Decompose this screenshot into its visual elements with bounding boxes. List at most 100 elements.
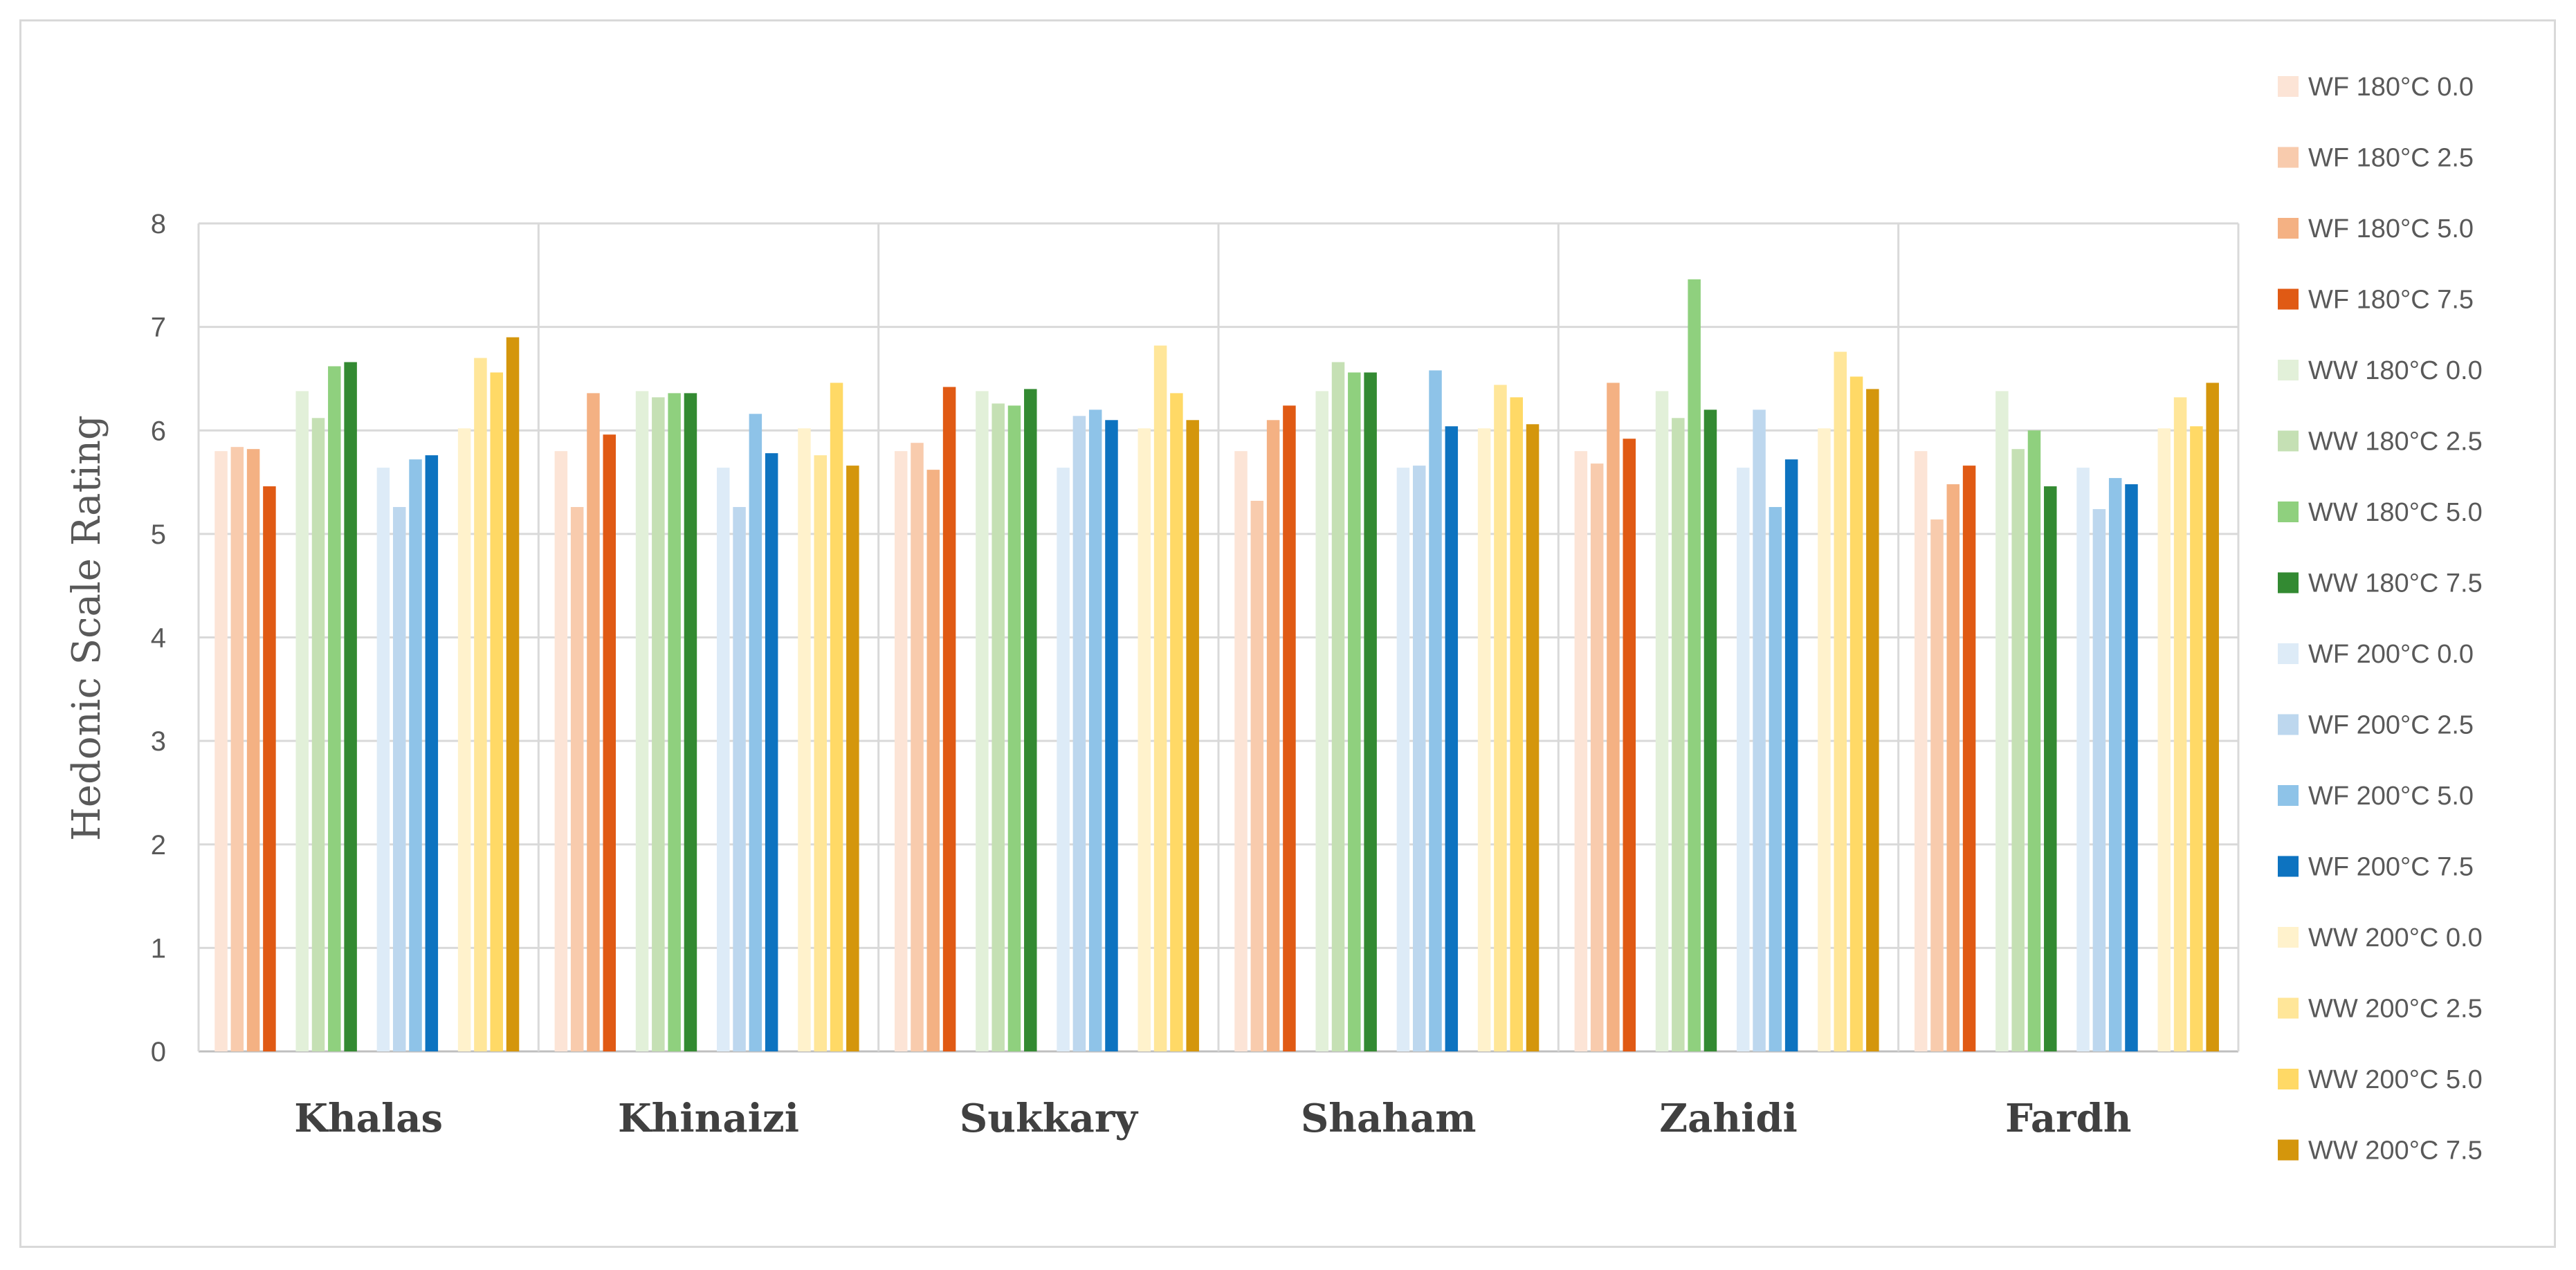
bar-khalas-series-7 [344, 362, 357, 1051]
legend-swatch [2278, 856, 2299, 877]
bar-khinaizi-series-6 [668, 393, 681, 1051]
bar-sukkary-series-12 [1138, 428, 1151, 1051]
bar-shaham-series-10 [1429, 370, 1442, 1051]
legend: WF 180°C 0.0 WF 180°C 2.5 WF 180°C 5.0 WF 1… [2278, 73, 2483, 1166]
bar-shaham-series-14 [1510, 397, 1523, 1051]
bar-shaham-series-5 [1331, 362, 1345, 1051]
bar-sukkary-series-6 [1007, 405, 1021, 1051]
bar-khalas-series-12 [457, 428, 471, 1051]
legend-item: WF 180°C 5.0 [2278, 214, 2474, 243]
bar-khalas-series-10 [409, 459, 422, 1051]
bar-zahidi-series-13 [1834, 351, 1847, 1051]
bar-zahidi-series-9 [1753, 409, 1766, 1051]
legend-label: WW 200°C 7.5 [2308, 1136, 2483, 1166]
legend-label: WF 200°C 7.5 [2308, 853, 2474, 882]
bar-khalas-series-1 [230, 447, 244, 1051]
bar-shaham-series-13 [1494, 385, 1507, 1051]
bar-zahidi-series-1 [1590, 463, 1604, 1051]
y-tick-label: 3 [151, 726, 166, 757]
bar-fardh-series-11 [2125, 484, 2138, 1051]
bar-sukkary-series-3 [942, 387, 956, 1051]
bar-fardh-series-8 [2076, 468, 2090, 1051]
y-axis-ticks: 0 1 2 3 4 5 6 7 8 [151, 209, 166, 1067]
bar-khinaizi-series-0 [554, 451, 568, 1051]
bar-fardh-series-7 [2044, 486, 2057, 1051]
bar-khinaizi-series-8 [717, 468, 730, 1051]
bar-khalas-series-13 [474, 358, 487, 1051]
y-tick-label: 4 [151, 623, 166, 654]
bar-khalas-series-0 [214, 451, 228, 1051]
legend-label: WW 180°C 7.5 [2308, 569, 2483, 598]
legend-label: WF 180°C 7.5 [2308, 286, 2474, 315]
bar-shaham-series-1 [1250, 500, 1264, 1051]
legend-swatch [2278, 147, 2299, 168]
bar-khalas-series-11 [425, 455, 439, 1051]
legend-label: WW 180°C 0.0 [2308, 356, 2483, 385]
bar-zahidi-series-7 [1703, 409, 1717, 1051]
bar-fardh-series-12 [2157, 428, 2171, 1051]
bar-fardh-series-4 [1995, 391, 2009, 1051]
category-label: Fardh [2005, 1096, 2131, 1141]
bar-khinaizi-series-12 [798, 428, 811, 1051]
bar-khinaizi-series-10 [749, 414, 762, 1051]
bar-khalas-series-15 [506, 337, 520, 1051]
legend-swatch [2278, 1139, 2299, 1161]
legend-swatch [2278, 1069, 2299, 1089]
legend-swatch [2278, 218, 2299, 239]
bar-zahidi-series-14 [1849, 376, 1863, 1051]
legend-swatch [2278, 997, 2299, 1019]
legend-label: WF 180°C 2.5 [2308, 144, 2474, 173]
legend-label: WF 200°C 2.5 [2308, 711, 2474, 740]
bar-khalas-series-4 [295, 391, 309, 1051]
bar-zahidi-series-5 [1672, 418, 1685, 1051]
bar-zahidi-series-8 [1737, 468, 1750, 1051]
legend-swatch [2278, 430, 2299, 452]
bar-khinaizi-series-3 [603, 434, 616, 1051]
bar-shaham-series-12 [1477, 428, 1491, 1051]
legend-item: WF 200°C 2.5 [2278, 711, 2474, 740]
bar-shaham-series-3 [1283, 405, 1296, 1051]
legend-item: WW 200°C 0.0 [2278, 923, 2483, 952]
y-tick-label: 5 [151, 519, 166, 550]
y-tick-label: 6 [151, 416, 166, 446]
bar-sukkary-series-9 [1072, 416, 1086, 1051]
category-label: Khinaizi [618, 1096, 799, 1141]
bar-shaham-series-7 [1364, 372, 1377, 1051]
bar-shaham-series-6 [1348, 372, 1361, 1051]
category-label: Khalas [294, 1096, 443, 1141]
bar-khalas-series-3 [263, 486, 276, 1051]
legend-label: WF 200°C 5.0 [2308, 782, 2474, 811]
legend-item: WW 200°C 7.5 [2278, 1136, 2483, 1166]
legend-label: WW 200°C 0.0 [2308, 923, 2483, 952]
bar-khinaizi-series-15 [846, 466, 859, 1051]
bar-khalas-series-9 [392, 506, 406, 1051]
legend-swatch [2278, 288, 2299, 310]
legend-item: WF 200°C 7.5 [2278, 853, 2474, 882]
bar-fardh-series-13 [2173, 397, 2187, 1051]
bar-khinaizi-series-1 [570, 506, 584, 1051]
bar-zahidi-series-3 [1623, 439, 1636, 1051]
bar-khinaizi-series-11 [765, 453, 778, 1051]
legend-item: WF 180°C 0.0 [2278, 73, 2474, 102]
legend-swatch [2278, 76, 2299, 97]
legend-label: WF 200°C 0.0 [2308, 640, 2474, 669]
category-label: Zahidi [1659, 1096, 1798, 1141]
legend-item: WW 200°C 2.5 [2278, 995, 2483, 1024]
bar-zahidi-series-12 [1818, 428, 1831, 1051]
bar-sukkary-series-7 [1024, 389, 1037, 1051]
bar-khalas-series-2 [246, 449, 260, 1051]
bar-zahidi-series-4 [1655, 391, 1669, 1051]
bar-sukkary-series-8 [1057, 468, 1070, 1051]
bar-khinaizi-series-9 [733, 506, 746, 1051]
category-labels: Khalas Khinaizi Sukkary Shaham Zahidi Fardh [294, 1096, 2131, 1141]
bar-khalas-series-5 [311, 418, 325, 1051]
legend-item: WF 200°C 5.0 [2278, 782, 2474, 811]
bar-khalas-series-14 [490, 372, 503, 1051]
bar-fardh-series-9 [2092, 508, 2106, 1051]
legend-label: WW 180°C 2.5 [2308, 427, 2483, 457]
bar-sukkary-series-0 [894, 451, 908, 1051]
bar-shaham-series-9 [1412, 466, 1426, 1051]
bar-zahidi-series-11 [1784, 459, 1798, 1051]
bar-khalas-series-6 [328, 366, 341, 1051]
bar-sukkary-series-10 [1088, 409, 1102, 1051]
